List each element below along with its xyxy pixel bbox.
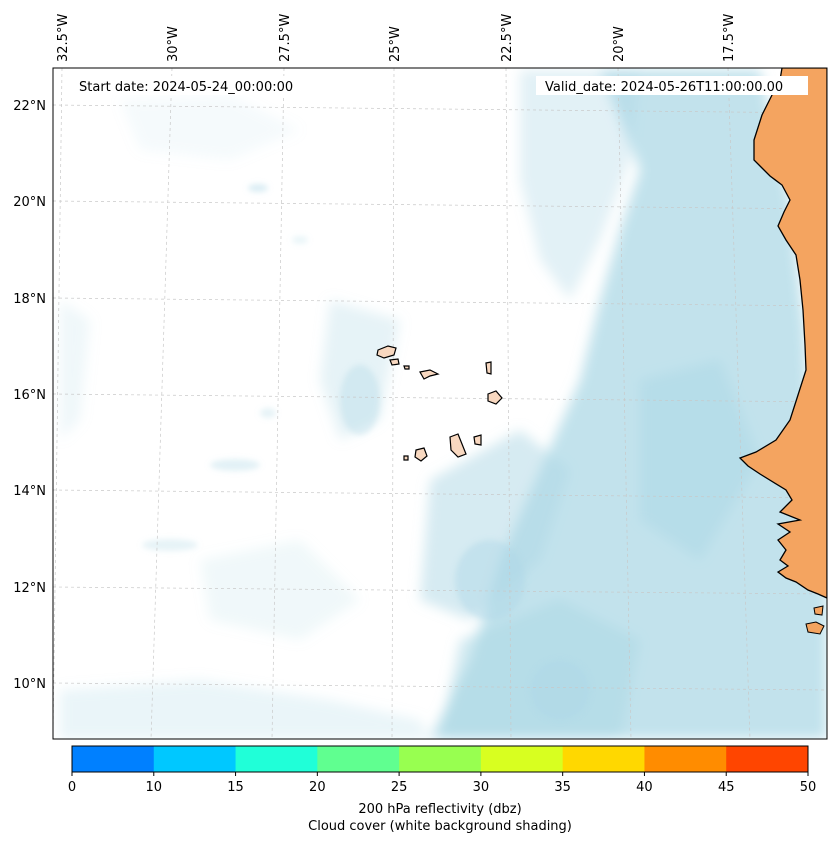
colorbar-tick-label: 20 (309, 780, 326, 795)
colorbar-segment (153, 746, 237, 772)
colorbar-tick-label: 30 (473, 780, 490, 795)
colorbar-tick-label: 45 (718, 780, 735, 795)
colorbar-segment (235, 746, 318, 772)
top-axis-labels: 32.5°W 30°W 27.5°W 25°W 22.5°W 20°W 17.5… (56, 14, 737, 62)
colorbar: 0 10 15 20 25 30 35 40 45 50 (68, 745, 817, 795)
coastline (738, 68, 827, 635)
colorbar-segment (399, 746, 482, 772)
map-panel: Start date: 2024-05-24_00:00:00 Valid_da… (53, 68, 827, 739)
lon-label: 27.5°W (278, 14, 293, 62)
lon-label: 25°W (388, 26, 403, 62)
colorbar-tick-label: 35 (554, 780, 571, 795)
colorbar-segment (317, 746, 400, 772)
start-date-text: Start date: 2024-05-24_00:00:00 (79, 80, 293, 95)
island-sal (485, 361, 492, 375)
colorbar-segment (480, 746, 564, 772)
lon-label: 17.5°W (722, 14, 737, 62)
colorbar-tick-label: 0 (68, 780, 76, 795)
map-border (52, 67, 828, 740)
colorbar-tick-label: 25 (391, 780, 408, 795)
island-santa-luzia (403, 365, 410, 370)
lon-label: 30°W (166, 26, 181, 62)
island-bissagos-2 (805, 621, 825, 635)
lat-label: 12°N (13, 581, 46, 596)
island-santiago (449, 433, 467, 458)
colorbar-label-line2: Cloud cover (white background shading) (308, 819, 572, 834)
lat-label: 14°N (13, 484, 46, 499)
lon-label: 22.5°W (500, 14, 515, 62)
lon-label: 32.5°W (56, 14, 71, 62)
colorbar-segment (72, 746, 155, 772)
lat-label: 22°N (13, 99, 46, 114)
lat-label: 16°N (13, 388, 46, 403)
island-sao-nicolau (419, 369, 440, 380)
valid-date-text: Valid_date: 2024-05-26T11:00:00.00 (545, 80, 783, 95)
africa-land (738, 68, 827, 599)
lat-label: 10°N (13, 677, 46, 692)
colorbar-tick-label: 10 (146, 780, 163, 795)
lat-label: 18°N (13, 292, 46, 307)
start-date-box (70, 76, 316, 95)
colorbar-border (71, 745, 809, 773)
colorbar-label-line1: 200 hPa reflectivity (dbz) (358, 802, 521, 817)
cloud-cover-layer (60, 70, 827, 739)
island-santo-antao (376, 345, 397, 359)
island-boa-vista (487, 390, 503, 405)
colorbar-segment (644, 746, 727, 772)
graticule (53, 68, 827, 739)
left-axis-labels: 22°N 20°N 18°N 16°N 14°N 12°N 10°N (13, 99, 46, 692)
island-maio (473, 434, 482, 446)
island-fogo (414, 447, 428, 462)
island-bissagos (813, 605, 824, 616)
island-sao-vicente (389, 358, 400, 366)
cape-verde-islands (376, 345, 503, 462)
colorbar-segment (562, 746, 645, 772)
colorbar-segment (726, 746, 809, 772)
lon-label: 20°W (612, 26, 627, 62)
island-brava (403, 455, 409, 461)
lat-label: 20°N (13, 195, 46, 210)
colorbar-tick-label: 40 (636, 780, 653, 795)
colorbar-tick-label: 50 (800, 780, 817, 795)
cloud-streaks (142, 184, 590, 720)
colorbar-tick-label: 15 (227, 780, 244, 795)
valid-date-box (536, 76, 808, 95)
